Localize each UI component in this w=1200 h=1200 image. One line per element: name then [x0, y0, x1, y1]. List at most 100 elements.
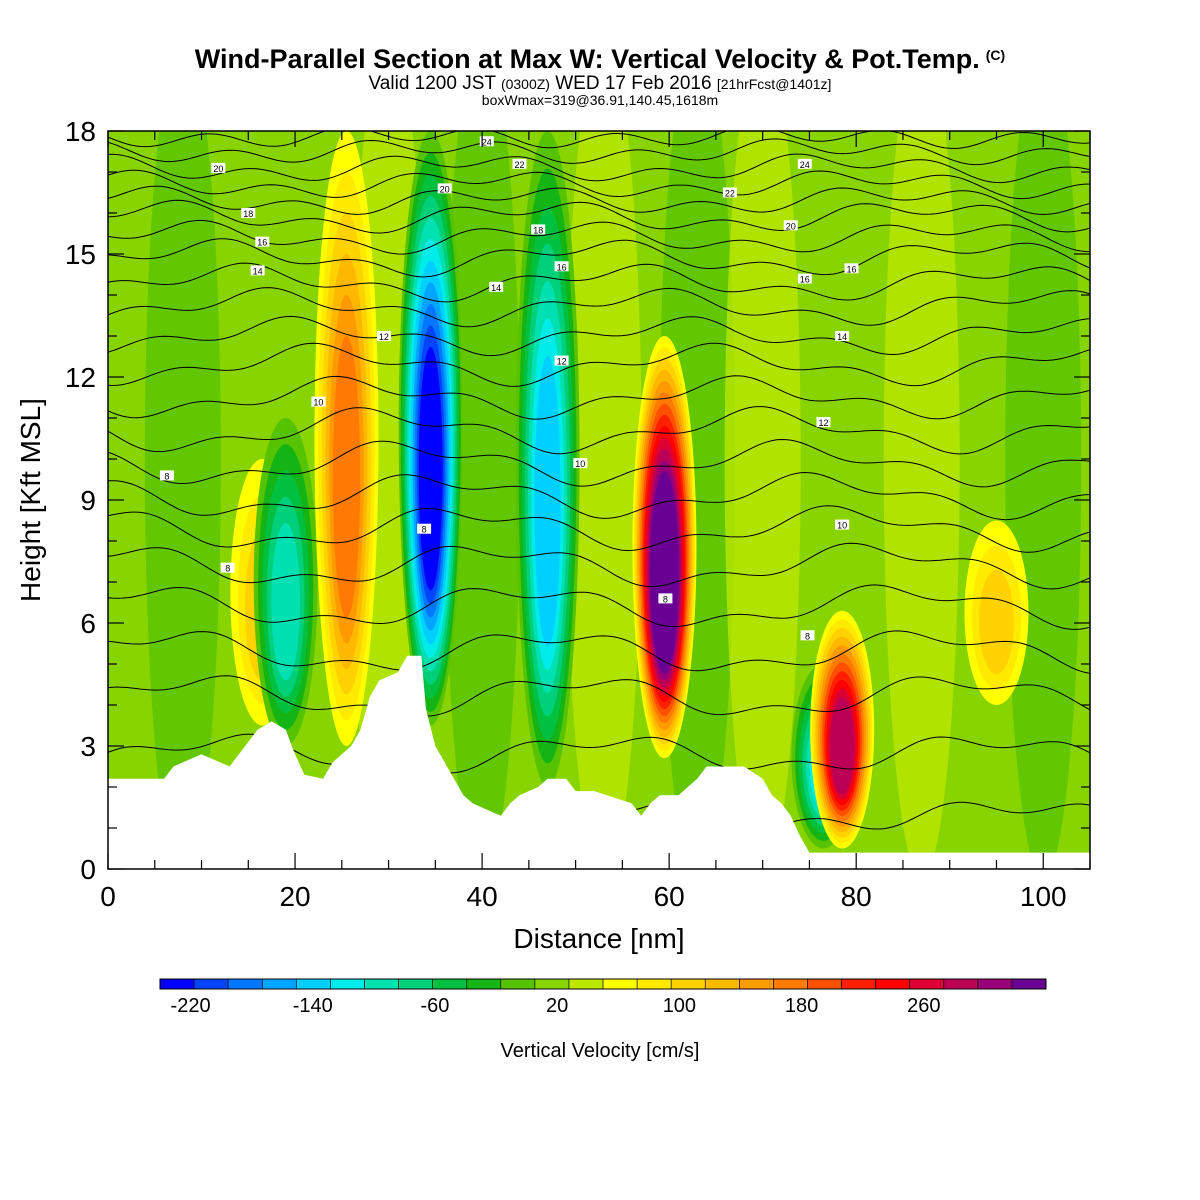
- colorbar-swatch: [603, 979, 638, 989]
- theta-contour: [108, 153, 1090, 184]
- y-tick-label: 0: [80, 854, 96, 885]
- axes: 0 20 40 60 80 100 0 3 6 9 12 15 18: [65, 116, 1091, 912]
- chart-title-text: Wind-Parallel Section at Max W: Vertical…: [194, 44, 980, 74]
- copyright-mark: (C): [985, 47, 1006, 63]
- contour-label: 20: [211, 162, 226, 174]
- contour-label: 10: [311, 396, 326, 408]
- valid-date: WED 17 Feb 2016: [555, 73, 712, 94]
- theta-contour: [108, 342, 1090, 387]
- contour-label-text: 22: [514, 160, 524, 170]
- x-axis-label: Distance [nm]: [513, 923, 684, 954]
- theta-contour: [108, 287, 1090, 328]
- contour-label: 20: [783, 220, 798, 231]
- colorbar-swatch: [568, 979, 604, 989]
- contour-label-text: 16: [800, 275, 810, 285]
- contour-label-box: [835, 519, 850, 530]
- y-tick-label: 6: [80, 608, 96, 639]
- y-axis-label: Height [Kft MSL]: [15, 398, 46, 602]
- contour-label-box: [255, 236, 270, 247]
- contour-label-box: [658, 593, 673, 604]
- x-tick-label: 80: [841, 881, 872, 912]
- theta-contour: [108, 675, 1090, 717]
- contour-label-text: 22: [725, 189, 735, 199]
- colorbar: -220 -140 -60 20 100 180 260: [159, 978, 1047, 1017]
- contour-label-box: [159, 470, 174, 481]
- y-tick-label: 15: [65, 239, 96, 270]
- colorbar-swatch: [909, 979, 945, 989]
- colorbar-swatch: [466, 979, 502, 989]
- contour-label-box: [722, 187, 737, 198]
- contour-label-text: 12: [818, 418, 828, 428]
- theta-contour: [108, 138, 1090, 166]
- contour-label-box: [250, 265, 265, 276]
- theta-contour: [108, 238, 1090, 278]
- contour-label: 24: [479, 136, 494, 147]
- velocity-cell: [534, 355, 561, 647]
- contour-label-box: [220, 562, 235, 573]
- contour-label-box: [797, 273, 812, 284]
- contour-label-text: 12: [379, 332, 389, 342]
- contour-label-text: 16: [847, 264, 857, 274]
- contour-label: 16: [797, 273, 812, 285]
- theta-contour: [108, 584, 1090, 630]
- colorbar-swatch: [875, 979, 911, 989]
- colorbar-swatch: [1011, 979, 1047, 989]
- contour-label-text: 10: [575, 459, 585, 469]
- contour-label-text: 24: [482, 137, 492, 147]
- contour-label-box: [783, 220, 798, 231]
- contour-label-text: 20: [213, 164, 223, 174]
- contour-label: 8: [417, 523, 432, 535]
- theta-contour: [108, 185, 1090, 216]
- contour-label-text: 14: [253, 266, 263, 276]
- colorbar-swatch: [705, 979, 740, 989]
- colorbar-tick-label: 20: [546, 995, 568, 1017]
- contour-label-text: 12: [557, 357, 567, 367]
- x-tick-label: 20: [279, 881, 310, 912]
- contour-label: 22: [722, 187, 737, 199]
- contour-label-box: [554, 261, 569, 272]
- x-tick-label: 100: [1020, 881, 1067, 912]
- contour-label-box: [835, 331, 850, 341]
- colorbar-swatch: [296, 979, 331, 989]
- velocity-cell: [979, 569, 1014, 675]
- valid-utc: (0300Z): [500, 76, 550, 92]
- colorbar-swatch: [330, 979, 365, 989]
- plot-area: 8 8 8 8 8 10 10 10 12 12 12 14 14 14 16 16 16 16 18 18 20 20 2…: [108, 131, 1090, 869]
- chart-subtitle: Valid 1200 JST (0300Z) WED 17 Feb 2016 […: [0, 73, 1200, 95]
- theta-contour: [108, 219, 1090, 255]
- contour-label-box: [241, 208, 256, 218]
- chart-title: Wind-Parallel Section at Max W: Vertical…: [0, 44, 1200, 75]
- x-tick-label: 60: [654, 881, 685, 912]
- contour-label-text: 18: [243, 209, 253, 219]
- theta-contour: [108, 505, 1090, 553]
- contour-label-box: [311, 396, 326, 407]
- theta-contour: [108, 262, 1090, 303]
- contour-label: 8: [658, 593, 673, 604]
- contour-label-text: 20: [786, 221, 796, 231]
- theta-contour: [108, 438, 1090, 488]
- contour-label: 16: [255, 236, 270, 248]
- contour-label: 10: [573, 458, 588, 469]
- contour-label: 16: [844, 263, 859, 274]
- contour-label: 14: [489, 281, 504, 293]
- contour-label-text: 8: [225, 564, 230, 574]
- colorbar-swatch: [943, 979, 979, 989]
- colorbar-swatch: [228, 979, 263, 989]
- contour-label-text: 20: [440, 184, 450, 194]
- contour-label-box: [797, 158, 812, 169]
- colorbar-tick-label: 100: [663, 995, 696, 1017]
- box-info: boxWmax=319@36.91,140.45,1618m: [481, 92, 719, 108]
- contour-label: 12: [376, 331, 391, 342]
- contour-label: 12: [816, 417, 831, 428]
- velocity-cell: [332, 336, 361, 618]
- contour-label-box: [376, 331, 391, 341]
- contour-label-text: 8: [805, 631, 810, 641]
- forecast-info: [21hrFcst@1401z]: [716, 76, 832, 92]
- contour-label-box: [531, 224, 546, 235]
- theta-contour: [108, 630, 1090, 674]
- contour-label: 12: [554, 355, 569, 367]
- contour-label: 22: [512, 158, 527, 170]
- contour-label-text: 8: [663, 594, 668, 604]
- contour-label: 24: [797, 158, 812, 170]
- contour-label: 8: [800, 630, 815, 641]
